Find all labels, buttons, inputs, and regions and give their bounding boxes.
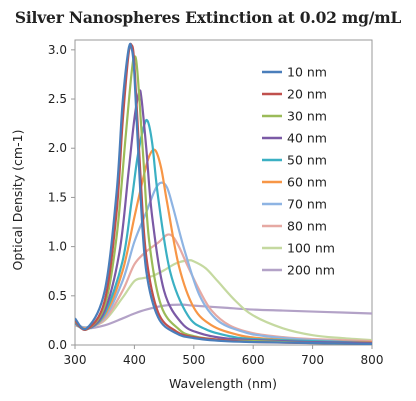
legend: 10 nm 20 nm 30 nm 40 nm 50 nm 60 nm 70 nm 80 nm… <box>262 65 335 278</box>
legend-label-70-nm: 70 nm <box>287 197 327 212</box>
legend-label-60-nm: 60 nm <box>287 175 327 190</box>
x-tick-label: 300 <box>64 353 87 367</box>
x-tick-label: 800 <box>361 353 384 367</box>
y-tick-label: 2.5 <box>48 92 67 106</box>
x-tick-label: 400 <box>123 353 146 367</box>
y-tick-label: 0.5 <box>48 289 67 303</box>
series-line-40-nm <box>75 89 372 345</box>
legend-label-80-nm: 80 nm <box>287 219 327 234</box>
y-axis-label: Optical Density (cm-1) <box>10 130 25 271</box>
x-axis-label: Wavelength (nm) <box>169 376 277 391</box>
series-line-50-nm <box>75 118 372 345</box>
series-layer <box>75 42 372 345</box>
legend-label-20-nm: 20 nm <box>287 87 327 102</box>
y-tick-label: 3.0 <box>48 43 67 57</box>
plot-frame <box>74 39 373 346</box>
series-line-20-nm <box>75 42 372 345</box>
series-line-10-nm <box>75 42 372 345</box>
series-line-70-nm <box>75 181 372 344</box>
chart-title: Silver Nanospheres Extinction at 0.02 mg… <box>14 8 402 27</box>
x-tick-label: 500 <box>182 353 205 367</box>
legend-label-100-nm: 100 nm <box>287 241 335 256</box>
legend-label-30-nm: 30 nm <box>287 109 327 124</box>
x-tick-label: 700 <box>301 353 324 367</box>
y-tick-label: 1.5 <box>48 190 67 204</box>
series-line-60-nm <box>75 148 372 344</box>
axes-layer: 300 400 500 600 700 800 0.0 0.5 1.0 1.5 2.0 2.5 3.0 <box>48 39 384 367</box>
legend-label-200-nm: 200 nm <box>287 263 335 278</box>
x-tick-label: 600 <box>242 353 265 367</box>
legend-label-50-nm: 50 nm <box>287 153 327 168</box>
legend-label-40-nm: 40 nm <box>287 131 327 146</box>
y-tick-label: 2.0 <box>48 141 67 155</box>
y-tick-label: 0.0 <box>48 338 67 352</box>
y-tick-label: 1.0 <box>48 240 67 254</box>
legend-label-10-nm: 10 nm <box>287 65 327 80</box>
